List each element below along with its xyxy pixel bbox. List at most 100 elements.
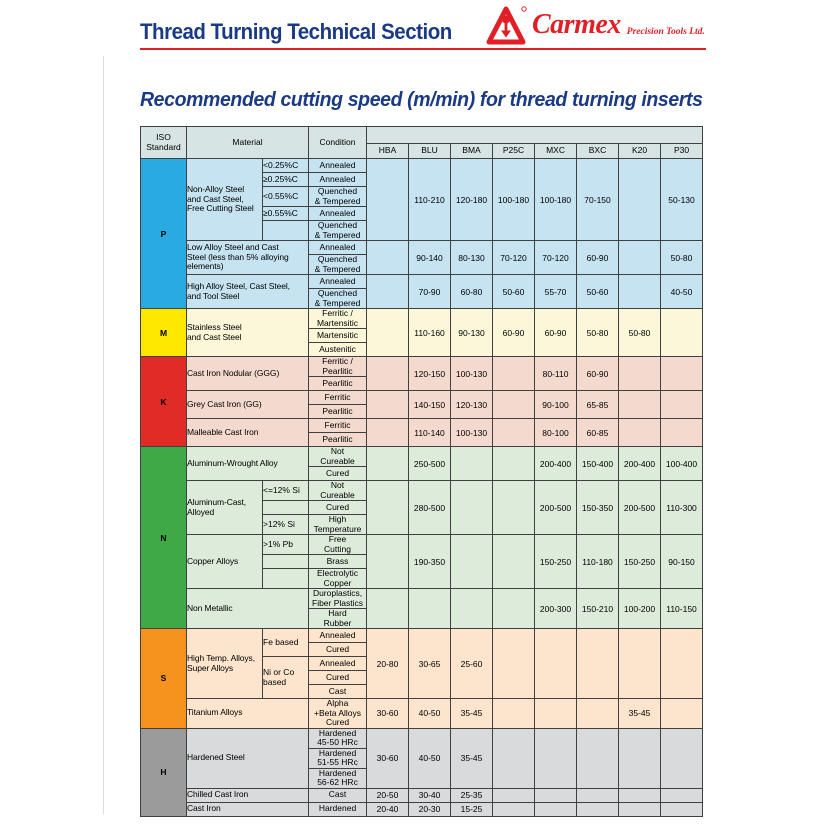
grade-value-cell: 100-400 bbox=[660, 446, 704, 481]
grade-value-cell bbox=[534, 787, 578, 803]
spec-cell: >1% Pb bbox=[261, 534, 310, 555]
grade-value-cell bbox=[534, 801, 578, 817]
grade-value-cell: 90-140 bbox=[408, 240, 452, 275]
grade-value-cell: 60-85 bbox=[576, 418, 620, 447]
grade-value-cell bbox=[660, 698, 704, 729]
condition-cell: Annealed bbox=[308, 628, 368, 643]
grade-value-cell: 90-130 bbox=[450, 308, 494, 357]
material-cell: Aluminum-Wrought Alloy bbox=[185, 446, 310, 481]
col-header-iso: ISO Standard bbox=[140, 126, 187, 159]
table-row: Aluminum-Cast, Alloyed <=12% Si Not Cureab… bbox=[140, 480, 704, 535]
grade-value-cell: 150-250 bbox=[534, 534, 578, 589]
grade-value-cell bbox=[492, 801, 536, 817]
grade-value-cell bbox=[408, 588, 452, 629]
grade-value-cell: 80-130 bbox=[450, 240, 494, 275]
table-row: Chilled Cast Iron Cast 20-50 30-40 25-35 bbox=[140, 787, 704, 803]
material-cell: Titanium Alloys bbox=[185, 698, 310, 729]
carmex-logo-icon bbox=[486, 6, 527, 45]
grade-value-cell bbox=[618, 158, 662, 241]
table-row: Non Metallic Duroplastics, Fiber Plastics… bbox=[140, 588, 704, 629]
grade-value-cell bbox=[576, 698, 620, 729]
grade-value-cell: 55-70 bbox=[534, 274, 578, 309]
condition-cell: Martensitic bbox=[308, 328, 368, 343]
condition-cell: Free Cutting bbox=[308, 534, 368, 555]
table-row: N Aluminum-Wrought Alloy Not Cureable 250-5… bbox=[140, 446, 704, 629]
table-row: Low Alloy Steel and Cast Steel (less tha… bbox=[140, 240, 704, 275]
grade-value-cell: 200-400 bbox=[618, 446, 662, 481]
grade-value-cell: 50-80 bbox=[660, 240, 704, 275]
page-title: Thread Turning Technical Section bbox=[140, 19, 452, 44]
page-edge-line bbox=[103, 56, 104, 814]
grade-value-cell: 50-80 bbox=[618, 308, 662, 357]
material-cell: Malleable Cast Iron bbox=[185, 418, 310, 447]
grade-value-cell: 150-210 bbox=[576, 588, 620, 629]
iso-letter-cell: N bbox=[140, 446, 187, 629]
grade-value-cell: 80-110 bbox=[534, 356, 578, 391]
grade-value-cell bbox=[492, 390, 536, 419]
grade-value-cell: 120-130 bbox=[450, 390, 494, 419]
grade-value-cell: 20-40 bbox=[366, 801, 410, 817]
iso-letter-cell: S bbox=[140, 628, 187, 729]
grade-value-cell bbox=[492, 698, 536, 729]
condition-cell: Brass bbox=[308, 554, 368, 569]
material-cell: High Alloy Steel, Cast Steel, and Tool S… bbox=[185, 274, 310, 309]
grade-value-cell: 100-180 bbox=[492, 158, 536, 241]
grade-value-cell bbox=[492, 588, 536, 629]
grade-value-cell bbox=[618, 727, 662, 789]
grade-value-cell: 40-50 bbox=[408, 727, 452, 789]
grade-value-cell bbox=[618, 274, 662, 309]
spec-cell: <0.55%C bbox=[261, 186, 310, 207]
grade-value-cell: 30-60 bbox=[366, 698, 410, 729]
grade-value-cell bbox=[366, 588, 410, 629]
col-header-grade-p25c: P25C bbox=[492, 143, 536, 159]
grade-value-cell: 60-90 bbox=[576, 240, 620, 275]
condition-cell: Cured bbox=[308, 466, 368, 481]
grade-value-cell bbox=[492, 534, 536, 589]
grade-value-cell bbox=[366, 446, 410, 481]
grade-value-cell: 35-45 bbox=[450, 698, 494, 729]
material-cell: High Temp. Alloys, Super Alloys bbox=[186, 628, 263, 699]
spec-cell: Ni or Co based bbox=[261, 656, 310, 699]
condition-cell: Annealed bbox=[308, 240, 368, 255]
grade-value-cell: 120-180 bbox=[450, 158, 494, 241]
condition-cell: Hardened 56-62 HRc bbox=[308, 767, 368, 789]
grade-value-cell: 35-45 bbox=[450, 727, 494, 789]
grade-value-cell: 150-250 bbox=[618, 534, 662, 589]
material-cell: Non-Alloy Steel and Cast Steel, Free Cut… bbox=[186, 158, 263, 241]
grade-value-cell bbox=[366, 240, 410, 275]
condition-cell: Pearlitic bbox=[308, 404, 368, 419]
grade-value-cell bbox=[492, 727, 536, 789]
grade-value-cell bbox=[660, 308, 704, 357]
grade-value-cell: 190-350 bbox=[408, 534, 452, 589]
grade-value-cell: 80-100 bbox=[534, 418, 578, 447]
brand-suffix-text: Precision Tools Ltd. bbox=[626, 27, 705, 37]
grade-value-cell bbox=[366, 418, 410, 447]
material-cell: Aluminum-Cast, Alloyed bbox=[186, 480, 263, 535]
grade-value-cell bbox=[660, 628, 704, 699]
condition-cell: Not Cureable bbox=[308, 446, 368, 467]
grade-value-cell: 120-150 bbox=[408, 356, 452, 391]
table-row: Titanium Alloys Alpha +Beta Alloys Cured 3… bbox=[140, 698, 704, 729]
material-cell: Hardened Steel bbox=[185, 727, 310, 789]
grade-value-cell bbox=[660, 390, 704, 419]
material-cell: Stainless Steel and Cast Steel bbox=[185, 308, 310, 357]
grade-value-cell: 70-150 bbox=[576, 158, 620, 241]
material-cell: Low Alloy Steel and Cast Steel (less tha… bbox=[185, 240, 310, 275]
grade-value-cell bbox=[660, 418, 704, 447]
condition-cell: Hard Rubber bbox=[308, 608, 368, 629]
grade-value-cell bbox=[618, 418, 662, 447]
condition-cell: Annealed bbox=[308, 206, 368, 221]
grade-value-cell: 30-60 bbox=[366, 727, 410, 789]
grade-value-cell bbox=[492, 628, 536, 699]
grade-value-cell: 70-120 bbox=[534, 240, 578, 275]
brand-logo: Carmex Precision Tools Ltd. bbox=[486, 5, 705, 47]
iso-letter-cell: P bbox=[140, 158, 187, 309]
spec-cell bbox=[261, 568, 310, 589]
grade-value-cell: 25-60 bbox=[450, 628, 494, 699]
spec-cell: ≥0.25%C bbox=[261, 172, 310, 187]
grade-value-cell bbox=[534, 727, 578, 789]
grade-value-cell: 90-100 bbox=[534, 390, 578, 419]
spec-cell: >12% Si bbox=[261, 514, 310, 535]
header-row-labels: ISO Standard Material Condition bbox=[140, 126, 704, 159]
grade-value-cell: 110-180 bbox=[576, 534, 620, 589]
